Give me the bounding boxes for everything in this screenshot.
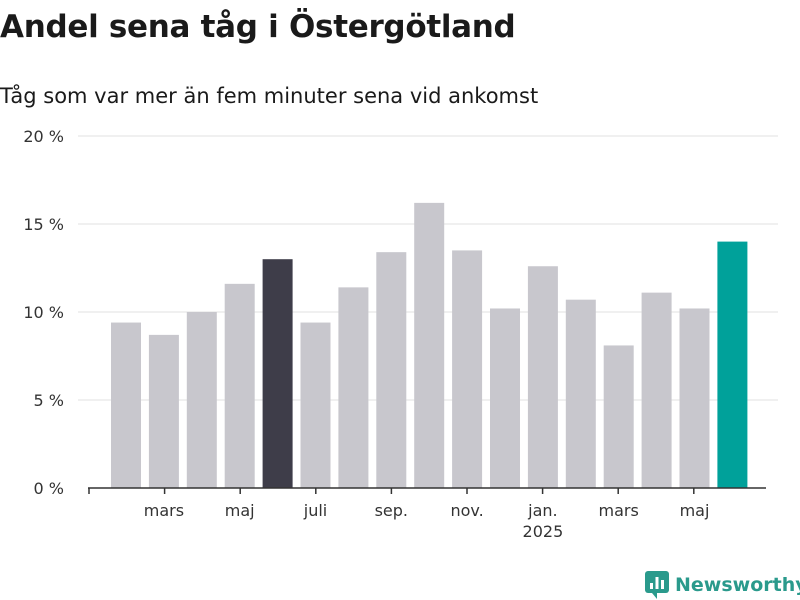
x-tick-label: jan.	[527, 501, 557, 520]
newsworthy-logo[interactable]: Newsworthy	[645, 570, 800, 600]
bar-2025-04[interactable]	[641, 292, 672, 488]
x-tick-label: sep.	[375, 501, 408, 520]
bar-2024-10[interactable]	[414, 202, 445, 488]
y-tick-label: 5 %	[34, 391, 64, 410]
bar-2024-06[interactable]	[262, 259, 293, 488]
x-tick-label: nov.	[450, 501, 483, 520]
bars	[111, 202, 748, 488]
y-axis-tick-labels: 0 % 5 % 10 % 15 % 20 %	[23, 127, 64, 498]
bar-2024-07[interactable]	[300, 322, 331, 488]
bar-2025-05[interactable]	[679, 308, 710, 488]
bar-2025-01[interactable]	[527, 266, 558, 488]
x-tick-sublabel: 2025	[523, 522, 564, 541]
newsworthy-logo-icon	[645, 571, 669, 599]
bar-2024-11[interactable]	[452, 250, 483, 488]
x-tick-label: mars	[144, 501, 184, 520]
chart-title: Andel sena tåg i Östergötland	[0, 9, 516, 45]
bar-2025-02[interactable]	[565, 299, 596, 488]
bar-chart: 0 % 5 % 10 % 15 % 20 % mars maj juli sep. nov. ja…	[23, 127, 778, 541]
bar-2024-09[interactable]	[376, 252, 407, 488]
bar-2025-06[interactable]	[717, 241, 748, 488]
newsworthy-logo-text: Newsworthy	[675, 574, 800, 596]
bar-2024-12[interactable]	[490, 308, 520, 488]
y-tick-label: 0 %	[34, 479, 64, 498]
x-tick-label: mars	[599, 501, 639, 520]
chart-subtitle: Tåg som var mer än fem minuter sena vid …	[0, 84, 539, 108]
bar-2024-02[interactable]	[111, 322, 141, 488]
x-tick-label: maj	[225, 501, 255, 520]
x-axis: mars maj juli sep. nov. jan. 2025 mars maj	[88, 487, 766, 541]
x-tick-label: maj	[680, 501, 710, 520]
bar-2024-04[interactable]	[186, 312, 217, 488]
bar-2025-03[interactable]	[603, 345, 634, 488]
bar-2024-08[interactable]	[338, 287, 369, 488]
y-tick-label: 15 %	[23, 215, 64, 234]
bar-2024-05[interactable]	[224, 283, 255, 488]
x-tick-label: juli	[303, 501, 327, 520]
y-tick-label: 10 %	[23, 303, 64, 322]
bar-2024-03[interactable]	[148, 334, 179, 488]
y-tick-label: 20 %	[23, 127, 64, 146]
